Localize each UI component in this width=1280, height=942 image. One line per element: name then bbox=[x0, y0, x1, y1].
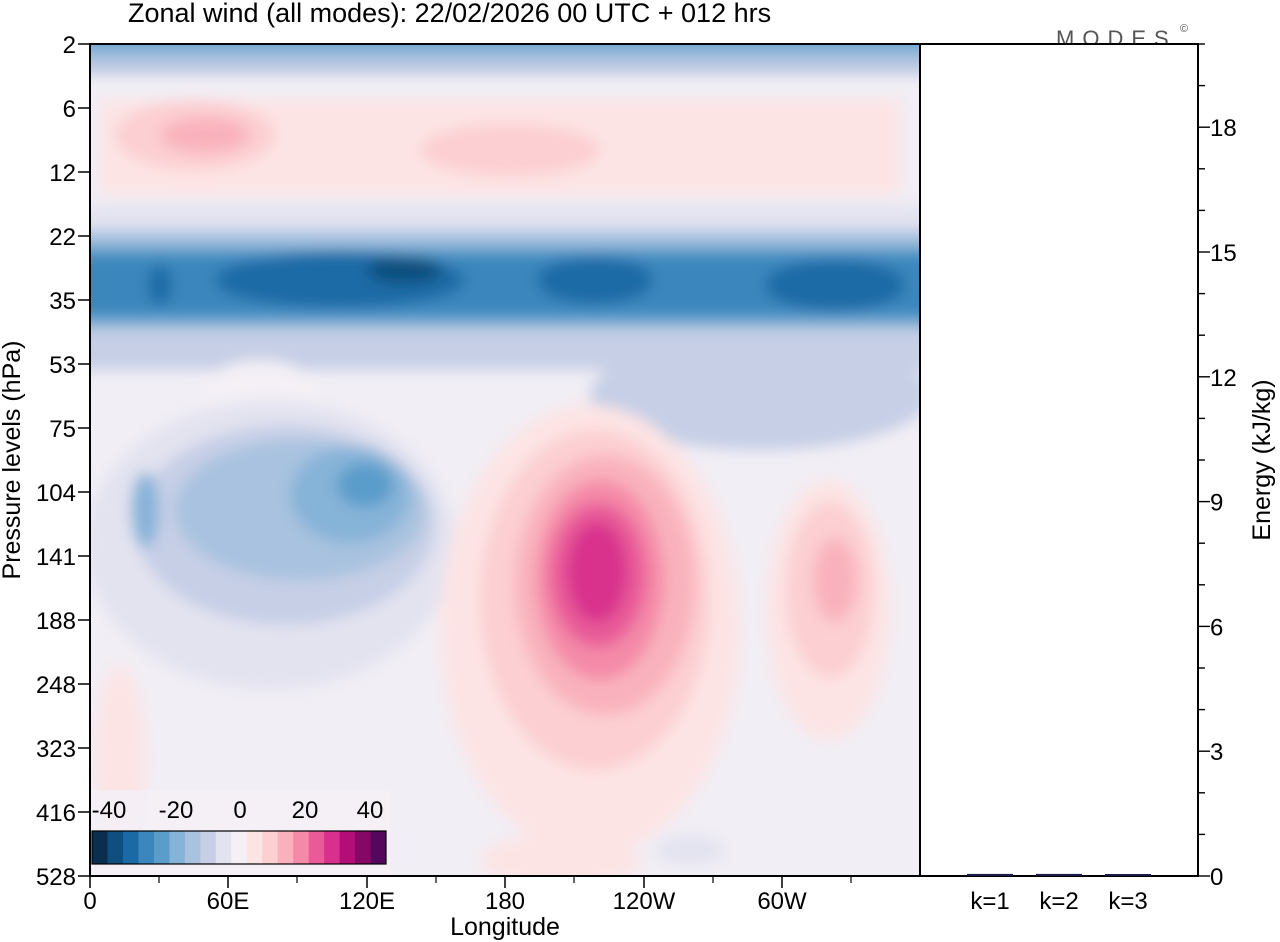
x-tick-label: 120W bbox=[613, 888, 676, 915]
y-axis-label: Pressure levels (hPa) bbox=[0, 341, 26, 580]
energy-bar bbox=[1036, 873, 1082, 876]
colorbar-tick-label: 20 bbox=[292, 797, 319, 824]
energy-category-label: k=3 bbox=[1108, 888, 1147, 915]
x-axis: 0 60E 120E 180 120W 60W Longitude bbox=[83, 876, 852, 941]
y-axis: 2 6 12 22 35 53 75 104 141 188 248 323 4… bbox=[0, 32, 90, 891]
colorbar-cell bbox=[355, 831, 372, 864]
x-tick-label: 0 bbox=[83, 888, 96, 915]
colorbar-cell bbox=[324, 831, 341, 864]
y-tick-label: 75 bbox=[49, 416, 76, 443]
chart-title: Zonal wind (all modes): 22/02/2026 00 UT… bbox=[128, 0, 771, 28]
y-tick-label: 6 bbox=[63, 96, 76, 123]
y-tick-label: 416 bbox=[36, 800, 76, 827]
colorbar-cell bbox=[370, 831, 387, 864]
energy-y-tick-label: 12 bbox=[1210, 365, 1237, 392]
colorbar-tick-label: -40 bbox=[92, 797, 127, 824]
colorbar-cell bbox=[138, 831, 155, 864]
colorbar-cell bbox=[153, 831, 170, 864]
y-tick-label: 188 bbox=[36, 608, 76, 635]
colorbar: -40 -20 0 20 40 bbox=[90, 790, 390, 876]
colorbar-tick-label: 40 bbox=[357, 797, 384, 824]
y-tick-label: 528 bbox=[36, 864, 76, 891]
energy-y-tick-label: 9 bbox=[1210, 490, 1223, 517]
y-tick-label: 248 bbox=[36, 672, 76, 699]
colorbar-cell bbox=[339, 831, 356, 864]
y-tick-label: 104 bbox=[36, 480, 76, 507]
energy-y-tick-label: 0 bbox=[1210, 864, 1223, 891]
y-tick-label: 35 bbox=[49, 288, 76, 315]
colorbar-cell bbox=[184, 831, 201, 864]
y-tick-label: 2 bbox=[63, 32, 76, 59]
x-tick-label: 120E bbox=[339, 888, 395, 915]
colorbar-cell bbox=[200, 831, 217, 864]
x-axis-label: Longitude bbox=[450, 913, 560, 941]
colorbar-cell bbox=[169, 831, 186, 864]
colorbar-cell bbox=[107, 831, 124, 864]
energy-category-label: k=2 bbox=[1039, 888, 1078, 915]
energy-y-axis: 0 3 6 9 12 15 18 bbox=[1198, 43, 1237, 891]
heatmap-plot: -40 -20 0 20 40 bbox=[90, 44, 920, 876]
y-tick-label: 12 bbox=[49, 160, 76, 187]
colorbar-cells bbox=[92, 831, 387, 864]
colorbar-frame bbox=[91, 830, 387, 865]
energy-panel: 0 3 6 9 12 15 18 k=1 k=2 k=3 Energy (kJ/kg) bbox=[919, 43, 1276, 915]
energy-category-label: k=1 bbox=[970, 888, 1009, 915]
x-tick-label: 180 bbox=[485, 888, 525, 915]
colorbar-cell bbox=[92, 831, 108, 864]
energy-y-tick-label: 15 bbox=[1210, 240, 1237, 267]
energy-y-axis-label: Energy (kJ/kg) bbox=[1248, 379, 1276, 540]
colorbar-cell bbox=[246, 831, 263, 864]
heatmap-field bbox=[90, 44, 920, 876]
y-tick-label: 22 bbox=[49, 224, 76, 251]
energy-bar bbox=[1105, 874, 1151, 876]
colorbar-cell bbox=[277, 831, 294, 864]
colorbar-cell bbox=[122, 831, 139, 864]
y-tick-label: 53 bbox=[49, 352, 76, 379]
colorbar-cell bbox=[308, 831, 325, 864]
colorbar-cell bbox=[293, 831, 310, 864]
modes-logo-mark: © bbox=[1180, 23, 1188, 35]
energy-y-tick-label: 18 bbox=[1210, 115, 1237, 142]
y-tick-label: 141 bbox=[36, 544, 76, 571]
colorbar-tick-label: 0 bbox=[233, 797, 246, 824]
colorbar-cell bbox=[231, 831, 248, 864]
x-tick-label: 60E bbox=[207, 888, 250, 915]
colorbar-cell bbox=[215, 831, 232, 864]
y-tick-label: 323 bbox=[36, 736, 76, 763]
colorbar-cell bbox=[262, 831, 279, 864]
energy-panel-frame bbox=[919, 43, 1199, 877]
energy-bars bbox=[967, 873, 1151, 876]
energy-y-tick-label: 6 bbox=[1210, 614, 1223, 641]
energy-bar bbox=[967, 873, 1013, 876]
energy-y-tick-label: 3 bbox=[1210, 739, 1223, 766]
colorbar-tick-label: -20 bbox=[159, 797, 194, 824]
x-tick-label: 60W bbox=[757, 888, 807, 915]
